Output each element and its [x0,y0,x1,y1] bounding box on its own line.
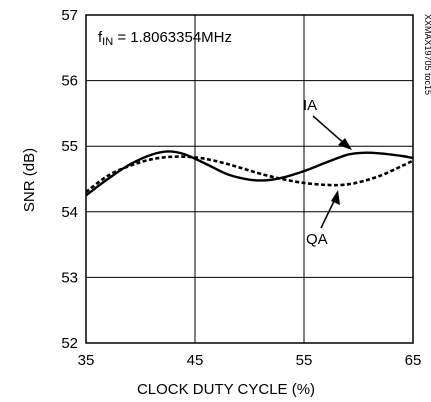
ia-label: IA [303,97,317,114]
x-tick-45: 45 [187,352,204,369]
plot-frame [85,14,414,344]
x-tick-65: 65 [405,352,422,369]
series-line-ia [85,150,414,197]
ia-arrow-head [338,138,352,150]
annotation-subscript: IN [102,36,113,48]
x-axis-label: CLOCK DUTY CYCLE (%) [137,381,315,398]
y-tick-54: 54 [61,204,78,221]
qa-label: QA [306,231,328,248]
ia-arrow-shaft [312,115,347,146]
annotation-prefix: f [98,29,103,46]
x-tick-55: 55 [296,352,313,369]
side-label: XXMAX19705 toc15 [423,14,431,95]
qa-arrow-head [331,190,340,205]
series-line-qa [85,155,414,194]
y-tick-53: 53 [61,269,78,286]
y-tick-55: 55 [61,138,78,155]
series-layer [85,150,414,197]
tick-labels: 35 45 55 65 52 53 54 55 56 57 [61,7,421,369]
frequency-annotation: fIN = 1.8063354MHz [98,29,232,48]
y-tick-57: 57 [61,7,78,24]
y-tick-56: 56 [61,73,78,90]
annotation-value: = 1.8063354MHz [113,29,232,46]
y-axis-label: SNR (dB) [21,148,38,212]
qa-arrow-shaft [320,196,337,229]
y-tick-52: 52 [61,335,78,352]
x-tick-35: 35 [78,352,95,369]
